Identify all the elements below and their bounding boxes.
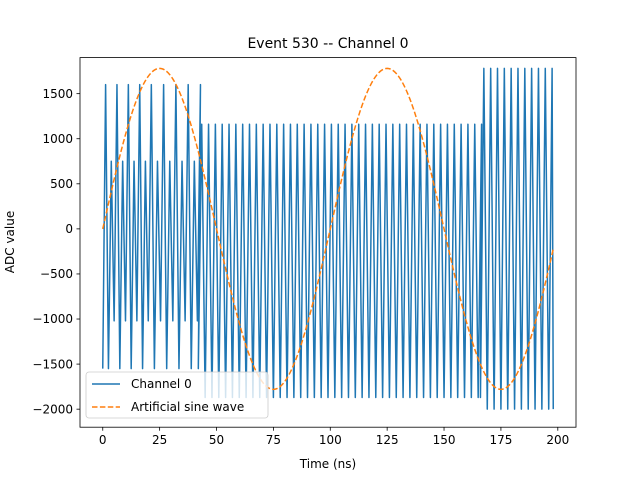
x-tick-label: 50 bbox=[209, 433, 224, 447]
x-tick-label: 175 bbox=[489, 433, 512, 447]
y-tick-label: −2000 bbox=[32, 402, 73, 416]
x-tick-label: 150 bbox=[433, 433, 456, 447]
y-axis: −2000 −1500 −1000 −500 0 500 1000 1500 bbox=[32, 87, 80, 416]
x-axis-label: Time (ns) bbox=[299, 457, 356, 471]
x-tick-label: 0 bbox=[99, 433, 107, 447]
legend-label-channel-0: Channel 0 bbox=[131, 377, 192, 391]
y-tick-label: 1000 bbox=[42, 132, 73, 146]
legend-box bbox=[85, 371, 269, 419]
x-tick-label: 75 bbox=[266, 433, 281, 447]
y-tick-label: −500 bbox=[40, 267, 73, 281]
y-axis-label: ADC value bbox=[3, 211, 17, 273]
x-axis: 0 25 50 75 100 125 150 175 200 bbox=[99, 427, 569, 447]
y-tick-label: 500 bbox=[50, 177, 73, 191]
x-tick-label: 125 bbox=[376, 433, 399, 447]
series-line-channel-0 bbox=[102, 67, 554, 410]
y-tick-label: −1000 bbox=[32, 312, 73, 326]
x-tick-label: 200 bbox=[546, 433, 569, 447]
plot-area bbox=[102, 67, 554, 410]
legend-label-sine-wave: Artificial sine wave bbox=[131, 400, 244, 414]
legend: Channel 0 Artificial sine wave bbox=[85, 371, 269, 419]
x-tick-label: 25 bbox=[152, 433, 167, 447]
x-tick-label: 100 bbox=[319, 433, 342, 447]
y-tick-label: 1500 bbox=[42, 87, 73, 101]
plot-frame bbox=[79, 57, 577, 428]
y-tick-label: 0 bbox=[65, 222, 73, 236]
y-tick-label: −1500 bbox=[32, 357, 73, 371]
chart-title: Event 530 -- Channel 0 bbox=[247, 36, 408, 52]
series-line-sine-wave bbox=[102, 67, 554, 391]
